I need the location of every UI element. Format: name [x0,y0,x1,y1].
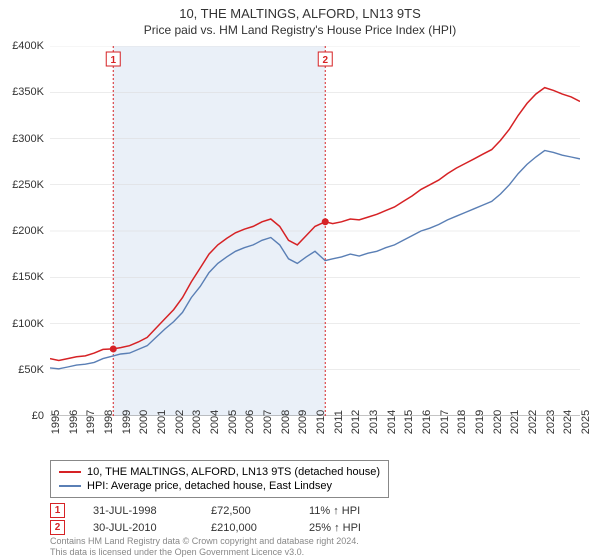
legend-swatch [59,485,81,487]
y-axis-labels: £0£50K£100K£150K£200K£250K£300K£350K£400… [0,46,48,416]
svg-text:1: 1 [110,55,116,66]
x-tick-label: 1995 [50,410,62,434]
event-marker-box: 2 [50,520,65,535]
x-tick-label: 2006 [244,410,256,434]
x-tick-label: 2007 [262,410,274,434]
chart-container: 10, THE MALTINGS, ALFORD, LN13 9TS Price… [0,0,600,560]
x-tick-label: 2012 [350,410,362,434]
x-tick-label: 2011 [333,410,345,434]
x-tick-label: 1996 [68,410,80,434]
x-tick-label: 2020 [492,410,504,434]
event-marker-box: 1 [50,503,65,518]
event-date: 31-JUL-1998 [93,505,183,517]
legend-row: HPI: Average price, detached house, East… [59,479,380,493]
y-tick-label: £200K [12,225,44,237]
x-tick-label: 2000 [138,410,150,434]
x-tick-label: 2021 [509,410,521,434]
event-row: 1 31-JUL-1998 £72,500 11% ↑ HPI [50,502,361,519]
x-tick-label: 2017 [439,410,451,434]
x-tick-label: 2001 [156,410,168,434]
x-tick-label: 1998 [103,410,115,434]
x-tick-label: 2014 [386,410,398,434]
legend-row: 10, THE MALTINGS, ALFORD, LN13 9TS (deta… [59,465,380,479]
x-tick-label: 2005 [227,410,239,434]
y-tick-label: £100K [12,318,44,330]
x-tick-label: 2002 [174,410,186,434]
legend: 10, THE MALTINGS, ALFORD, LN13 9TS (deta… [50,460,389,498]
y-tick-label: £250K [12,179,44,191]
chart-subtitle: Price paid vs. HM Land Registry's House … [0,21,600,41]
plot-area: 12 [50,46,580,416]
event-table: 1 31-JUL-1998 £72,500 11% ↑ HPI 2 30-JUL-2010… [50,502,361,536]
y-tick-label: £300K [12,133,44,145]
legend-label: 10, THE MALTINGS, ALFORD, LN13 9TS (deta… [87,466,380,478]
x-tick-label: 1999 [121,410,133,434]
event-date: 30-JUL-2010 [93,522,183,534]
event-pct: 11% ↑ HPI [309,505,360,517]
footer-attribution: Contains HM Land Registry data © Crown c… [50,536,359,558]
y-tick-label: £150K [12,271,44,283]
x-tick-label: 1997 [85,410,97,434]
chart-title: 10, THE MALTINGS, ALFORD, LN13 9TS [0,0,600,21]
legend-swatch [59,471,81,473]
event-pct: 25% ↑ HPI [309,522,361,534]
x-tick-label: 2016 [421,410,433,434]
footer-line-2: This data is licensed under the Open Gov… [50,547,359,558]
legend-label: HPI: Average price, detached house, East… [87,480,332,492]
x-tick-label: 2023 [545,410,557,434]
footer-line-1: Contains HM Land Registry data © Crown c… [50,536,359,547]
y-tick-label: £350K [12,86,44,98]
x-tick-label: 2018 [456,410,468,434]
x-tick-label: 2003 [191,410,203,434]
x-tick-label: 2008 [280,410,292,434]
svg-text:2: 2 [322,55,328,66]
event-price: £72,500 [211,505,281,517]
x-tick-label: 2019 [474,410,486,434]
x-tick-label: 2024 [562,410,574,434]
x-tick-label: 2004 [209,410,221,434]
y-tick-label: £50K [18,364,44,376]
x-tick-label: 2015 [403,410,415,434]
x-tick-label: 2010 [315,410,327,434]
x-tick-label: 2022 [527,410,539,434]
chart-svg: 12 [50,46,580,416]
event-row: 2 30-JUL-2010 £210,000 25% ↑ HPI [50,519,361,536]
event-price: £210,000 [211,522,281,534]
y-tick-label: £400K [12,40,44,52]
x-tick-label: 2013 [368,410,380,434]
x-tick-label: 2025 [580,410,592,434]
y-tick-label: £0 [32,410,44,422]
x-tick-label: 2009 [297,410,309,434]
